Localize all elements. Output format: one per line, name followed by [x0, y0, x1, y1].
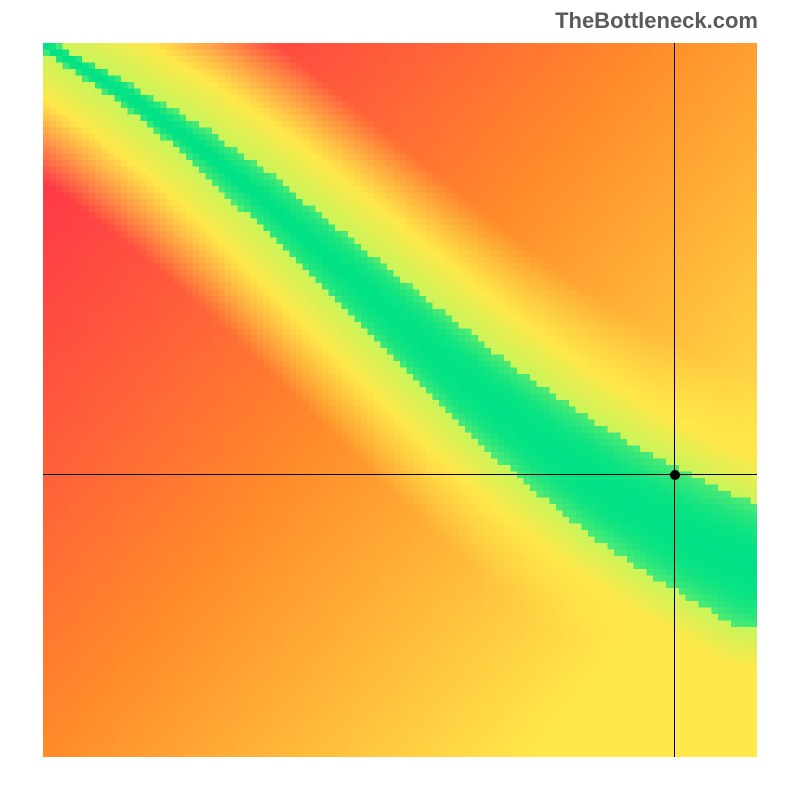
watermark-label: TheBottleneck.com [555, 8, 758, 34]
chart-container: TheBottleneck.com [0, 0, 800, 800]
heatmap-canvas [43, 43, 757, 757]
heatmap-plot-area [43, 43, 757, 757]
